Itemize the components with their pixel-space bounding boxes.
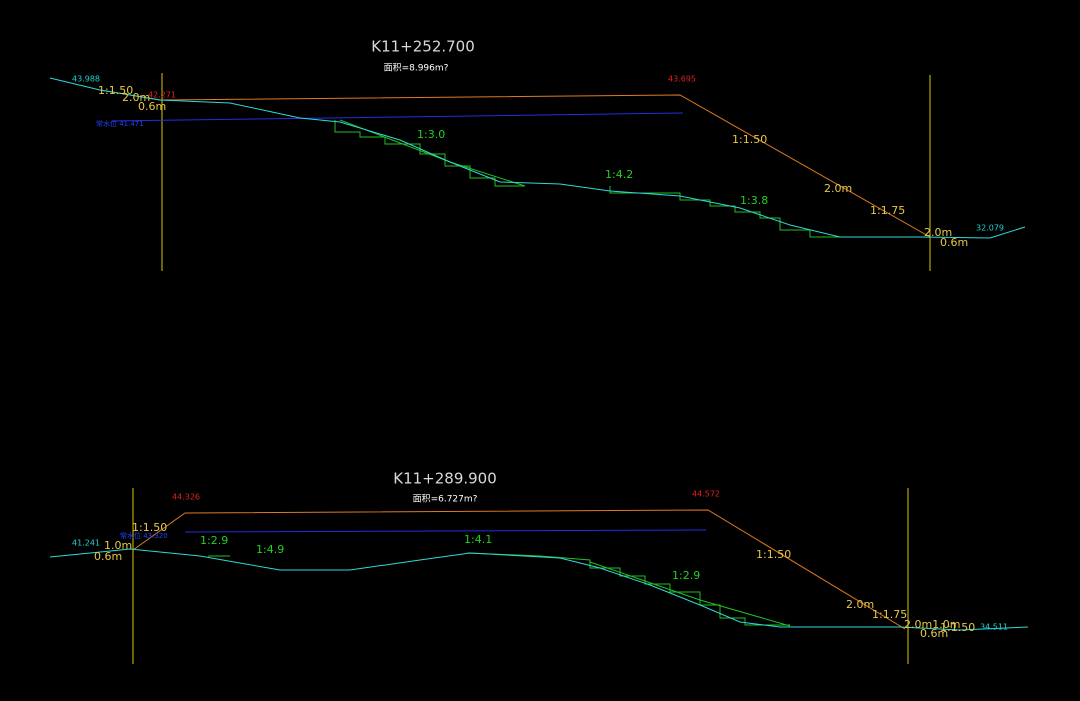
bench-steps [466,552,790,626]
slope-label: 1:1.75 [870,204,905,217]
water-line [111,112,684,122]
slope-label: 1:3.8 [740,194,768,207]
width-label: 1.0m [104,539,132,552]
width-label: 0.6m [920,627,948,640]
slope-label: 1:4.2 [605,168,633,181]
area-label: 面积=6.727m? [413,493,478,505]
bench-steps [334,120,525,187]
width-label: 2.0m [824,182,852,195]
slope-label: 1:1.50 [756,548,791,561]
elevation: 44.572 [692,490,720,499]
width-label: 2.0m [122,91,150,104]
elevation: 44.326 [172,493,200,502]
water-level: 常水位 41.471 [96,119,144,128]
slope-label: 1:4.9 [256,543,284,556]
slope-label: 1:4.1 [464,533,492,546]
water-line [184,529,707,533]
width-label: 0.6m [94,550,122,563]
elevation: 42.271 [148,91,176,100]
section-1: K11+252.700 面积=8.996m? 43.988 1:1.50 2.0… [49,38,1026,271]
elevation: 41.241 [72,539,100,548]
section-2: K11+289.900 面积=6.727m? 44.326 44.572 1:1… [49,470,1029,664]
width-label: 2.0m1.0m [904,618,960,631]
bench-steps [609,186,850,238]
slope-label: 1:1.75 [872,608,907,621]
elevation: 43.695 [668,75,696,84]
width-label: 0.6m [138,100,166,113]
slope-label: 1:1.50 [940,621,975,634]
slope-label: 1:2.9 [672,569,700,582]
width-label: 0.6m [940,236,968,249]
water-level: 常水位 43.320 [120,531,168,540]
slope-line [589,561,791,627]
slope-label: 1:1.50 [132,521,167,534]
slope-label: 1:1.50 [98,84,133,97]
section-title: K11+289.900 [393,470,497,488]
design-line [132,509,906,630]
slope-label: 1:3.0 [417,128,445,141]
elevation: 34.511 [980,623,1008,632]
slope-label: 1:1.50 [732,133,767,146]
area-label: 面积=8.996m? [384,62,449,74]
width-label: 2.0m [846,598,874,611]
ground-line [49,548,1029,631]
ground-line [49,77,1026,239]
elevation: 32.079 [976,224,1004,233]
design-line [99,89,931,238]
slope-label: 1:2.9 [200,534,228,547]
elevation: 43.988 [72,75,100,84]
section-title: K11+252.700 [371,38,475,56]
width-label: 2.0m [924,226,952,239]
